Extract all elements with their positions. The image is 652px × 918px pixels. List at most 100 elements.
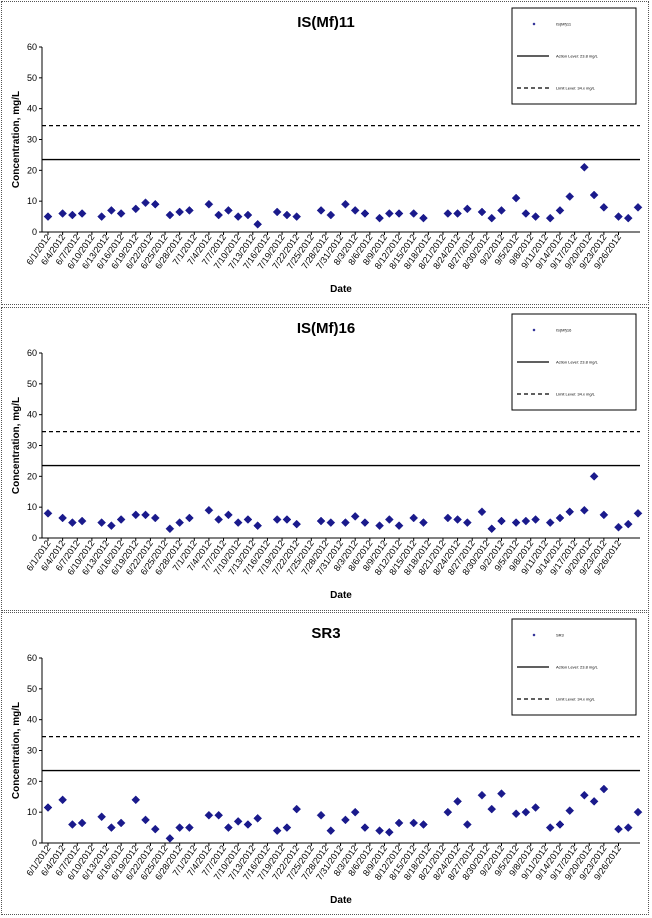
data-point <box>214 810 224 820</box>
data-point <box>462 204 472 214</box>
data-point <box>165 834 175 843</box>
chart-2-svg: IS(Mf)16 0 10 20 30 40 50 60 Concentration, mg/L… <box>11 313 643 601</box>
data-point <box>350 807 360 817</box>
data-point <box>565 192 575 201</box>
chart-panel-1: IS(Mf)11 0 10 20 30 40 50 60 Concentration, mg/L… <box>1 1 649 305</box>
chart-title: IS(Mf)11 <box>297 14 355 31</box>
y-tick-label: 20 <box>27 471 37 481</box>
data-point <box>175 823 185 832</box>
data-point <box>68 210 77 220</box>
data-point <box>272 515 282 524</box>
data-point <box>487 524 497 534</box>
data-point <box>360 209 370 218</box>
y-tick-label: 0 <box>32 533 37 543</box>
data-point <box>443 209 453 218</box>
data-point <box>350 206 360 215</box>
data-point <box>419 518 428 527</box>
data-point <box>341 815 350 825</box>
data-point <box>614 212 623 221</box>
y-tick-label: 60 <box>27 653 37 663</box>
data-point <box>633 807 643 817</box>
data-point <box>497 516 506 526</box>
legend-label: Limit Level: 34.x mg/L <box>556 86 596 91</box>
data-point <box>477 507 487 517</box>
data-point <box>350 512 360 521</box>
x-axis-label: Date <box>330 284 352 295</box>
y-tick-label: 60 <box>27 348 37 358</box>
y-tick-label: 20 <box>27 776 37 786</box>
data-point <box>580 505 589 515</box>
data-point <box>521 516 531 526</box>
data-point <box>409 818 419 828</box>
data-point <box>555 513 565 523</box>
data-point <box>326 518 336 527</box>
data-point <box>107 823 116 832</box>
data-point <box>589 797 599 806</box>
data-point <box>224 823 233 832</box>
legend-marker <box>532 633 536 637</box>
data-point <box>521 807 531 817</box>
data-point <box>150 199 160 209</box>
data-point <box>97 518 106 527</box>
legend-marker <box>532 328 536 332</box>
data-point <box>326 826 336 836</box>
data-point <box>614 522 623 532</box>
data-point <box>545 213 555 223</box>
data-point <box>116 209 126 218</box>
y-axis-label: Concentration, mg/L <box>11 397 22 494</box>
data-point <box>555 820 565 829</box>
data-point <box>253 219 263 229</box>
data-point <box>77 516 87 526</box>
data-point <box>531 212 540 221</box>
data-point <box>316 206 326 215</box>
data-point <box>272 207 282 217</box>
data-point <box>224 206 233 215</box>
data-point <box>43 212 53 221</box>
data-point <box>589 190 599 200</box>
data-point <box>545 518 555 527</box>
x-axis-label: Date <box>330 590 352 601</box>
y-tick-label: 0 <box>32 838 37 848</box>
data-point <box>623 823 633 832</box>
data-point <box>141 198 150 208</box>
data-point <box>633 508 643 518</box>
legend-label: Action Level: 23.8 mg/L <box>556 665 599 670</box>
data-point <box>185 823 194 832</box>
legend-marker <box>532 22 536 26</box>
data-point <box>360 823 370 832</box>
data-point <box>545 823 555 832</box>
y-tick-label: 50 <box>27 684 37 694</box>
y-tick-label: 20 <box>27 165 37 175</box>
data-point <box>409 513 419 523</box>
y-tick-label: 0 <box>32 227 37 237</box>
data-point <box>394 521 404 531</box>
data-point <box>487 804 497 814</box>
legend-label: Limit Level: 34.x mg/L <box>556 697 596 702</box>
data-point <box>68 820 77 829</box>
legend-label: Limit Level: 34.x mg/L <box>556 392 596 397</box>
data-point <box>185 206 194 215</box>
data-point <box>204 505 214 515</box>
data-point <box>599 510 609 520</box>
data-point <box>497 206 506 215</box>
data-point <box>443 807 453 817</box>
data-point <box>131 510 141 520</box>
y-tick-label: 30 <box>27 441 37 451</box>
data-point <box>384 827 394 837</box>
data-point <box>316 516 326 526</box>
data-point <box>409 209 419 218</box>
data-point <box>233 518 243 527</box>
y-tick-label: 10 <box>27 196 37 206</box>
data-point <box>141 815 150 825</box>
data-point <box>462 820 472 829</box>
data-point <box>511 809 521 819</box>
data-point <box>214 210 224 220</box>
data-point <box>77 818 87 828</box>
data-point <box>580 790 589 800</box>
data-point <box>150 513 160 523</box>
y-tick-label: 40 <box>27 715 37 725</box>
data-point <box>141 510 150 520</box>
data-point <box>131 795 141 805</box>
data-point <box>384 515 394 524</box>
